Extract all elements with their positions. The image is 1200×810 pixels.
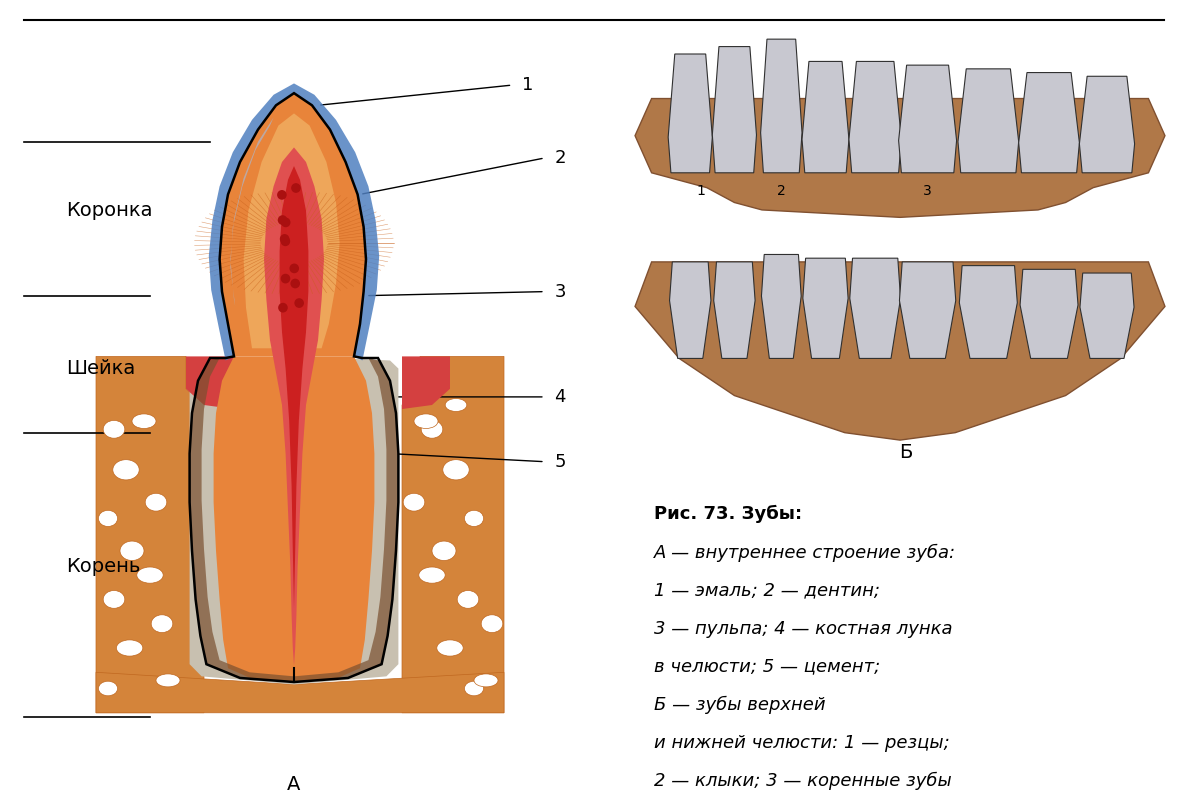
- Text: А — внутреннее строение зуба:: А — внутреннее строение зуба:: [654, 544, 956, 561]
- Ellipse shape: [421, 420, 443, 438]
- Polygon shape: [264, 147, 324, 666]
- Ellipse shape: [414, 414, 438, 428]
- Ellipse shape: [277, 274, 287, 284]
- Polygon shape: [668, 54, 713, 173]
- Text: 1: 1: [697, 184, 706, 198]
- Text: 5: 5: [554, 453, 566, 471]
- Ellipse shape: [403, 493, 425, 511]
- Text: 4: 4: [554, 388, 566, 406]
- Polygon shape: [714, 262, 755, 359]
- Polygon shape: [402, 356, 450, 409]
- Ellipse shape: [293, 183, 302, 193]
- Ellipse shape: [98, 510, 118, 526]
- Ellipse shape: [432, 541, 456, 561]
- Ellipse shape: [292, 263, 301, 273]
- Polygon shape: [280, 166, 308, 608]
- Text: А: А: [287, 774, 301, 794]
- Ellipse shape: [481, 615, 503, 633]
- Ellipse shape: [437, 640, 463, 656]
- Polygon shape: [402, 356, 504, 713]
- Ellipse shape: [280, 215, 289, 225]
- Text: 1 — эмаль; 2 — дентин;: 1 — эмаль; 2 — дентин;: [654, 582, 880, 599]
- Ellipse shape: [464, 681, 484, 696]
- Polygon shape: [803, 258, 848, 359]
- Polygon shape: [762, 254, 802, 359]
- Polygon shape: [848, 62, 901, 173]
- Polygon shape: [190, 356, 398, 684]
- Text: Б: Б: [899, 442, 913, 462]
- Text: Корень: Корень: [66, 557, 140, 577]
- Polygon shape: [1019, 73, 1080, 173]
- Polygon shape: [209, 83, 379, 360]
- Polygon shape: [635, 262, 1165, 440]
- Text: и нижней челюсти: 1 — резцы;: и нижней челюсти: 1 — резцы;: [654, 734, 949, 752]
- Polygon shape: [230, 117, 274, 306]
- Ellipse shape: [278, 218, 288, 228]
- Polygon shape: [1080, 76, 1135, 173]
- Ellipse shape: [277, 190, 287, 200]
- Ellipse shape: [132, 414, 156, 428]
- Text: 2 — клыки; 3 — коренные зубы: 2 — клыки; 3 — коренные зубы: [654, 772, 952, 790]
- Ellipse shape: [443, 460, 469, 480]
- Text: Шейка: Шейка: [66, 359, 136, 378]
- Text: Коронка: Коронка: [66, 201, 152, 220]
- Polygon shape: [96, 672, 504, 713]
- Text: 1: 1: [522, 76, 533, 94]
- Ellipse shape: [457, 590, 479, 608]
- Ellipse shape: [445, 399, 467, 411]
- Ellipse shape: [98, 681, 118, 696]
- Polygon shape: [958, 69, 1019, 173]
- Polygon shape: [899, 65, 956, 173]
- Text: 2: 2: [776, 184, 786, 198]
- Polygon shape: [190, 358, 398, 682]
- Ellipse shape: [137, 567, 163, 583]
- Polygon shape: [802, 62, 848, 173]
- Text: Б — зубы верхней: Б — зубы верхней: [654, 696, 826, 714]
- Ellipse shape: [278, 303, 288, 313]
- Polygon shape: [635, 99, 1165, 217]
- Ellipse shape: [278, 234, 288, 244]
- Text: Рис. 73. Зубы:: Рис. 73. Зубы:: [654, 505, 802, 523]
- Polygon shape: [761, 39, 802, 173]
- Ellipse shape: [474, 674, 498, 687]
- Polygon shape: [220, 93, 366, 356]
- Polygon shape: [96, 356, 204, 713]
- Polygon shape: [900, 262, 955, 359]
- Ellipse shape: [103, 590, 125, 608]
- Ellipse shape: [116, 640, 143, 656]
- Polygon shape: [959, 266, 1018, 359]
- Polygon shape: [214, 356, 374, 682]
- Ellipse shape: [151, 615, 173, 633]
- Ellipse shape: [113, 460, 139, 480]
- Polygon shape: [244, 113, 340, 348]
- Polygon shape: [713, 47, 756, 173]
- Ellipse shape: [145, 493, 167, 511]
- Text: 2: 2: [554, 149, 566, 167]
- Polygon shape: [1020, 269, 1078, 359]
- Text: 3: 3: [554, 283, 566, 301]
- Ellipse shape: [293, 298, 302, 308]
- Text: 3: 3: [923, 184, 932, 198]
- Text: в челюсти; 5 — цемент;: в челюсти; 5 — цемент;: [654, 658, 881, 676]
- Polygon shape: [186, 356, 234, 409]
- Ellipse shape: [293, 279, 302, 288]
- Polygon shape: [1080, 273, 1134, 359]
- Ellipse shape: [281, 237, 290, 246]
- Ellipse shape: [120, 541, 144, 561]
- Polygon shape: [670, 262, 710, 359]
- Polygon shape: [850, 258, 900, 359]
- Ellipse shape: [464, 510, 484, 526]
- Ellipse shape: [103, 420, 125, 438]
- Ellipse shape: [156, 674, 180, 687]
- Text: 3 — пульпа; 4 — костная лунка: 3 — пульпа; 4 — костная лунка: [654, 620, 953, 637]
- Ellipse shape: [419, 567, 445, 583]
